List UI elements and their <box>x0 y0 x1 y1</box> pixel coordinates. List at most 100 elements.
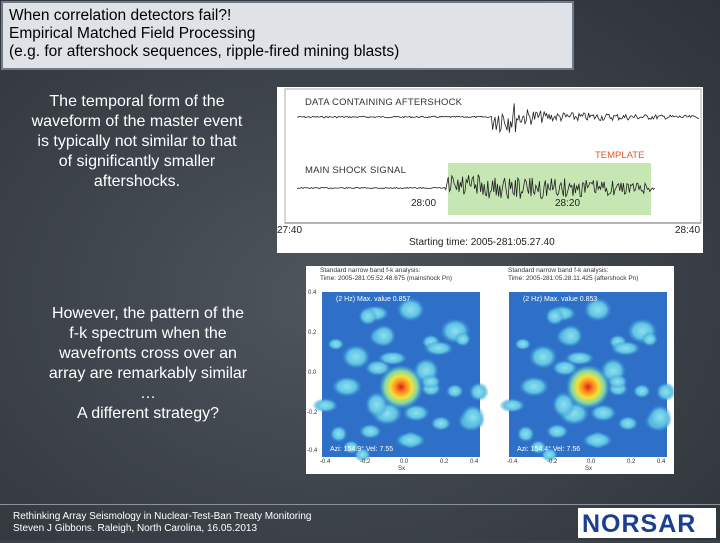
tick-label: 28:00 <box>411 198 437 209</box>
fk-right-header-1: Standard narrow band f-k analysis: <box>508 267 609 274</box>
footer-line-2: Steven J Gibbons. Raleigh, North Carolin… <box>13 523 258 534</box>
fk-right-azimuth: Azi: 154.4° Vel: 7.56 <box>517 446 581 453</box>
text2-line: array are remarkably similar <box>48 365 248 382</box>
fk-y-tick: -0.4 <box>307 448 318 454</box>
text2-line: … <box>140 385 156 402</box>
fk-x-label: Sx <box>585 466 593 472</box>
norsar-logo: NORSAR <box>578 508 716 538</box>
fk-sidelobe <box>395 432 426 449</box>
fk-sidelobe <box>341 344 371 370</box>
slide-title: When correlation detectors fail?! Empiri… <box>1 1 574 70</box>
footer-divider <box>0 504 720 505</box>
fk-sidelobe <box>564 351 595 366</box>
fk-sidelobe <box>423 340 454 356</box>
fk-sidelobe <box>528 344 558 370</box>
fk-y-tick: 0.0 <box>308 370 317 376</box>
fk-sidelobe <box>358 307 378 326</box>
tick-label: 28:20 <box>555 198 581 209</box>
norsar-logo-graphic: NORSAR <box>582 510 696 538</box>
fk-left-max-value: (2 Hz) Max. value 0.857 <box>336 296 411 303</box>
fk-sidelobe <box>633 384 651 399</box>
fk-peak <box>379 365 423 409</box>
starting-time: Starting time: 2005-281:05.27.40 <box>409 237 555 248</box>
fk-sidelobe <box>396 297 425 322</box>
aftershock-trace <box>296 103 700 134</box>
fk-sidelobe <box>647 404 672 430</box>
fk-x-tick: 0.4 <box>470 459 479 465</box>
body-text-fk: However, the pattern of the f-k spectrum… <box>30 304 266 424</box>
fk-left-header-1: Standard narrow band f-k analysis: <box>320 267 421 274</box>
fk-x-tick: 0.2 <box>627 459 636 465</box>
fk-x-tick: -0.2 <box>547 459 558 465</box>
text2-line: f-k spectrum when the <box>69 325 227 342</box>
fk-panel-mainshock <box>312 292 489 462</box>
fk-sidelobe <box>454 331 471 347</box>
fk-x-tick: -0.4 <box>320 459 331 465</box>
text1-line: aftershocks. <box>93 173 181 190</box>
fk-sidelobe <box>545 307 565 326</box>
fk-sidelobe <box>343 440 360 454</box>
tick-label: 27:40 <box>277 225 303 236</box>
fk-sidelobe <box>329 425 348 443</box>
fk-right-max-value: (2 Hz) Max. value 0.853 <box>523 296 598 303</box>
fk-spectrum-figure: Standard narrow band f-k analysis: Time:… <box>306 266 674 474</box>
fk-sidelobe <box>469 382 489 402</box>
body-text-temporal: The temporal form of the waveform of the… <box>12 92 262 192</box>
fk-sidelobe <box>402 404 430 422</box>
fk-sidelobe <box>607 374 628 389</box>
footer: Rethinking Array Seismology in Nuclear-T… <box>13 511 311 535</box>
fk-sidelobe <box>656 382 674 402</box>
fk-sidelobe <box>371 324 396 348</box>
fk-panel-aftershock <box>499 292 674 462</box>
fk-sidelobe <box>354 447 371 462</box>
fk-sidelobe <box>312 398 339 413</box>
fk-sidelobe <box>530 440 547 454</box>
fk-sidelobe <box>641 331 658 347</box>
mainshock-trace <box>296 174 655 200</box>
fk-sidelobe <box>583 297 612 322</box>
fk-x-tick: -0.2 <box>360 459 371 465</box>
fk-x-label: Sx <box>398 466 406 472</box>
fk-sidelobe <box>514 338 532 351</box>
text2-line: However, the pattern of the <box>51 305 245 322</box>
fk-sidelobe <box>541 447 558 462</box>
fk-sidelobe <box>589 404 617 422</box>
text1-line: is typically not similar to that <box>37 133 237 150</box>
logo-text: NORSAR <box>582 510 696 538</box>
footer-line-1: Rethinking Array Seismology in Nuclear-T… <box>13 511 312 522</box>
fk-sidelobe <box>420 374 441 389</box>
fk-plots <box>312 292 674 462</box>
fk-sidelobe <box>516 425 535 443</box>
text1-line: waveform of the master event <box>31 113 243 130</box>
fk-sidelobe <box>582 432 613 449</box>
text1-line: The temporal form of the <box>49 93 225 110</box>
label-aftershock-data: DATA CONTAINING AFTERSHOCK <box>305 97 463 108</box>
fk-left-azimuth: Azi: 154.9° Vel: 7.55 <box>330 446 394 453</box>
fk-sidelobe <box>499 398 526 413</box>
fk-sidelobe <box>430 416 452 431</box>
title-line-2: Empirical Matched Field Processing <box>9 25 256 42</box>
fk-sidelobe <box>617 416 639 431</box>
fk-sidelobe <box>558 324 583 348</box>
fk-peak <box>566 365 610 409</box>
fk-sidelobe <box>327 338 345 351</box>
fk-x-tick: 0.0 <box>587 459 596 465</box>
fk-x-tick: -0.4 <box>507 459 518 465</box>
label-template: TEMPLATE <box>595 150 645 161</box>
text2-line: wavefronts cross over an <box>59 345 237 362</box>
fk-x-tick: 0.2 <box>440 459 449 465</box>
fk-sidelobe <box>546 423 569 439</box>
fk-x-tick: 0.0 <box>400 459 409 465</box>
fk-y-tick: -0.2 <box>307 410 318 416</box>
fk-left-header-2: Time: 2005-281:05.52.48.675 (mainshock P… <box>320 275 453 282</box>
title-line-3: (e.g. for aftershock sequences, ripple-f… <box>9 43 400 60</box>
fk-y-tick: 0.2 <box>308 330 317 336</box>
title-line-1: When correlation detectors fail?! <box>9 7 232 24</box>
seismogram-figure: DATA CONTAINING AFTERSHOCK TEMPLATE MAIN… <box>277 87 703 253</box>
text1-line: of significantly smaller <box>58 153 216 170</box>
fk-sidelobe <box>377 351 408 366</box>
fk-sidelobe <box>359 423 382 439</box>
tick-label: 28:40 <box>675 225 701 236</box>
label-mainshock-signal: MAIN SHOCK SIGNAL <box>305 165 407 176</box>
fk-sidelobe <box>331 376 363 397</box>
